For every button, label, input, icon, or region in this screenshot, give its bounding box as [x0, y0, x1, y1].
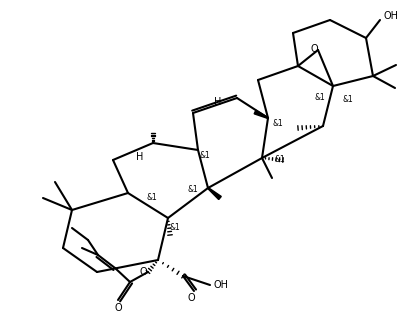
Text: &1: &1 [170, 224, 180, 233]
Text: OH: OH [383, 11, 398, 21]
Text: &1: &1 [343, 95, 354, 105]
Polygon shape [208, 188, 221, 200]
Polygon shape [254, 110, 268, 118]
Text: &1: &1 [200, 151, 210, 160]
Text: O: O [187, 293, 195, 303]
Text: &1: &1 [273, 118, 283, 128]
Text: &1: &1 [187, 186, 198, 195]
Text: H: H [214, 97, 222, 107]
Text: OH: OH [213, 280, 228, 290]
Text: &1: &1 [275, 155, 285, 165]
Text: H: H [136, 152, 144, 162]
Text: &1: &1 [315, 93, 325, 102]
Text: O: O [139, 267, 147, 277]
Text: &1: &1 [147, 192, 158, 202]
Text: O: O [310, 44, 318, 54]
Text: O: O [114, 303, 122, 313]
